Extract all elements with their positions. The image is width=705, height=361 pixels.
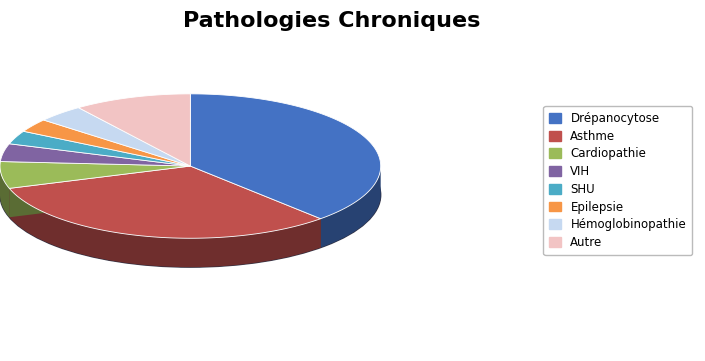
Polygon shape <box>9 166 190 217</box>
Polygon shape <box>9 166 321 238</box>
Polygon shape <box>78 94 190 166</box>
Polygon shape <box>190 94 381 219</box>
Polygon shape <box>9 188 321 267</box>
Text: Pathologies Chroniques: Pathologies Chroniques <box>183 11 480 31</box>
Polygon shape <box>1 144 190 166</box>
Ellipse shape <box>0 123 381 267</box>
Polygon shape <box>190 166 321 248</box>
Polygon shape <box>0 161 190 188</box>
Polygon shape <box>9 166 190 217</box>
Polygon shape <box>190 166 321 248</box>
Legend: Drépanocytose, Asthme, Cardiopathie, VIH, SHU, Epilepsie, Hémoglobinopathie, Aut: Drépanocytose, Asthme, Cardiopathie, VIH… <box>544 106 692 255</box>
Polygon shape <box>9 131 190 166</box>
Polygon shape <box>0 166 9 217</box>
Polygon shape <box>23 120 190 166</box>
Polygon shape <box>44 108 190 166</box>
Polygon shape <box>321 167 381 248</box>
